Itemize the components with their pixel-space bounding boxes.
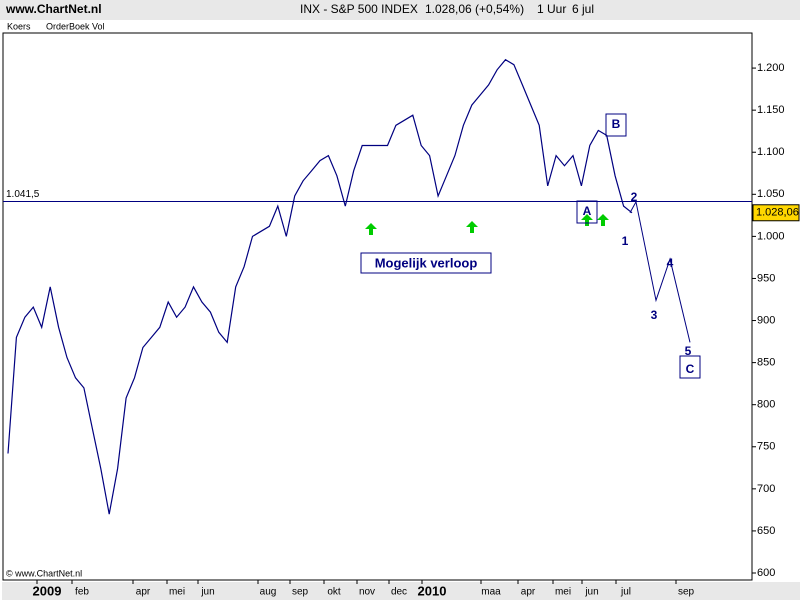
date: 6 jul	[572, 2, 594, 16]
projection-line	[629, 200, 691, 343]
arrow	[365, 223, 377, 235]
x-tick-label: aug	[260, 587, 277, 598]
price-line	[7, 58, 633, 515]
tab[interactable]: OrderBoek Vol	[46, 21, 105, 31]
x-tick-label: dec	[391, 587, 407, 598]
interval: 1 Uur	[537, 2, 566, 16]
plot-frame	[2, 32, 753, 581]
copyright: © www.ChartNet.nl	[6, 568, 82, 578]
last-price-box	[752, 204, 800, 222]
x-axis-bar	[2, 582, 800, 600]
last-price-label: 1.028,06	[756, 207, 799, 219]
site: www.ChartNet.nl	[5, 2, 102, 16]
x-tick-label: nov	[359, 587, 375, 598]
annotation: Mogelijk verloop	[375, 255, 478, 270]
annotation: 4	[667, 256, 674, 270]
y-tick-label: 1.100	[757, 146, 785, 158]
annotation: 3	[651, 308, 658, 322]
annotation-box	[360, 252, 492, 274]
y-tick-label: 700	[757, 483, 775, 495]
annotation-box	[605, 113, 627, 137]
x-tick-label: jul	[620, 587, 631, 598]
x-tick-label: 2010	[418, 583, 447, 598]
annotation: 2	[631, 190, 638, 204]
y-tick-label: 1.150	[757, 104, 785, 116]
y-tick-label: 1.050	[757, 188, 785, 200]
arrows	[365, 214, 609, 235]
title-bar	[0, 0, 800, 20]
y-tick-label: 900	[757, 314, 775, 326]
chart-title: INX - S&P 500 INDEX	[300, 2, 418, 16]
y-tick-label: 800	[757, 399, 775, 411]
arrow	[597, 214, 609, 226]
annotation: C	[686, 362, 695, 376]
x-tick-label: okt	[327, 587, 341, 598]
x-tick-label: jun	[200, 587, 214, 598]
y-tick-label: 950	[757, 272, 775, 284]
annotation: 5	[685, 344, 692, 358]
x-tick-label: 2009	[33, 583, 62, 598]
arrow	[466, 221, 478, 233]
y-tick-label: 1.200	[757, 62, 785, 74]
y-tick-label: 1.000	[757, 230, 785, 242]
annotation: A	[583, 204, 592, 218]
x-tick-label: maa	[481, 587, 501, 598]
reference-label: 1.041,5	[6, 189, 40, 200]
x-tick-label: apr	[136, 587, 151, 598]
y-tick-label: 850	[757, 357, 775, 369]
x-tick-label: sep	[678, 587, 695, 598]
annotation-box	[679, 355, 701, 379]
x-tick-label: mei	[169, 587, 185, 598]
tab[interactable]: Koers	[7, 21, 31, 31]
annotation: B	[612, 117, 621, 131]
y-tick-label: 600	[757, 567, 775, 579]
x-tick-label: apr	[521, 587, 536, 598]
x-tick-label: feb	[75, 587, 89, 598]
y-tick-label: 750	[757, 441, 775, 453]
x-tick-label: mei	[555, 587, 571, 598]
x-tick-label: sep	[292, 587, 309, 598]
y-tick-label: 650	[757, 525, 775, 537]
arrow	[581, 214, 593, 226]
last-change: 1.028,06 (+0,54%)	[425, 2, 524, 16]
annotation: 1	[622, 234, 629, 248]
x-tick-label: jun	[584, 587, 598, 598]
